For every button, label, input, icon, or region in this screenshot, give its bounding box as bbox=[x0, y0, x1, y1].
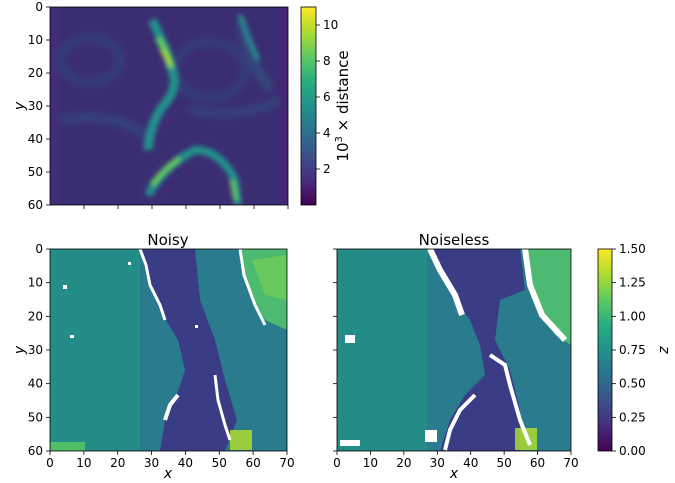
top-ytick-label: 30 bbox=[28, 99, 43, 113]
noiseless-xtick-label: 30 bbox=[430, 456, 445, 470]
noiseless-heatmap bbox=[337, 249, 571, 451]
noiseless-xtick-label: 70 bbox=[563, 456, 578, 470]
noisy-xlabel: x bbox=[163, 466, 173, 482]
top-ytick-label: 10 bbox=[28, 33, 43, 47]
bottom-colorbar-tick-label: 1.00 bbox=[619, 309, 646, 323]
bottom-colorbar-tick-label: 0.50 bbox=[619, 377, 646, 391]
noiseless-xtick-label: 20 bbox=[396, 456, 411, 470]
top-ytick-label: 0 bbox=[35, 0, 43, 14]
noiseless-xtick-label: 40 bbox=[463, 456, 478, 470]
noisy-xtick-label: 50 bbox=[212, 456, 227, 470]
top-colorbar-tick-label: 4 bbox=[323, 126, 331, 140]
noisy-xtick-label: 30 bbox=[144, 456, 159, 470]
top-ytick-label: 50 bbox=[28, 165, 43, 179]
top-ytick-label: 40 bbox=[28, 132, 43, 146]
top-ytick-label: 60 bbox=[28, 198, 43, 212]
top-colorbar-label: 103 × distance bbox=[334, 50, 352, 161]
top-colorbar-tick-label: 2 bbox=[323, 162, 331, 176]
noisy-xtick-label: 70 bbox=[279, 456, 294, 470]
bottom-colorbar-tick-label: 1.25 bbox=[619, 276, 646, 290]
noisy-xtick-label: 20 bbox=[110, 456, 125, 470]
noisy-ytick-label: 10 bbox=[28, 276, 43, 290]
noiseless-xtick-label: 60 bbox=[530, 456, 545, 470]
noiseless-xtick-label: 10 bbox=[363, 456, 378, 470]
noisy-ytick-label: 40 bbox=[28, 377, 43, 391]
noisy-xtick-label: 10 bbox=[76, 456, 91, 470]
top-ylabel: y bbox=[12, 101, 28, 111]
noisy-ytick-label: 50 bbox=[28, 410, 43, 424]
noisy-heatmap bbox=[50, 249, 287, 451]
bottom-colorbar-tick-label: 0.25 bbox=[619, 410, 646, 424]
noisy-xtick-label: 60 bbox=[246, 456, 261, 470]
noisy-ytick-label: 60 bbox=[28, 444, 43, 458]
noisy-ytick-label: 0 bbox=[35, 242, 43, 256]
noisy-ytick-label: 30 bbox=[28, 343, 43, 357]
top-colorbar-tick-label: 10 bbox=[323, 18, 338, 32]
bottom-colorbar-tick-label: 0.00 bbox=[619, 444, 646, 458]
bottom-colorbar bbox=[597, 248, 613, 452]
top-colorbar bbox=[300, 6, 317, 206]
bottom-colorbar-tick-label: 1.50 bbox=[619, 242, 646, 256]
top-colorbar-tick-label: 8 bbox=[323, 54, 331, 68]
top-heatmap bbox=[50, 7, 288, 205]
noiseless-xtick-label: 0 bbox=[333, 456, 341, 470]
noiseless-xlabel: x bbox=[449, 466, 459, 482]
bottom-colorbar-label: z bbox=[656, 346, 672, 355]
noiseless-title: Noiseless bbox=[419, 231, 490, 249]
bottom-colorbar-tick-label: 0.75 bbox=[619, 343, 646, 357]
top-colorbar-tick-label: 6 bbox=[323, 90, 331, 104]
noisy-title: Noisy bbox=[147, 231, 188, 249]
noisy-xtick-label: 0 bbox=[46, 456, 54, 470]
top-ytick-label: 20 bbox=[28, 66, 43, 80]
noisy-xtick-label: 40 bbox=[178, 456, 193, 470]
noisy-ylabel: y bbox=[12, 345, 28, 355]
noiseless-xtick-label: 50 bbox=[497, 456, 512, 470]
noisy-ytick-label: 20 bbox=[28, 309, 43, 323]
